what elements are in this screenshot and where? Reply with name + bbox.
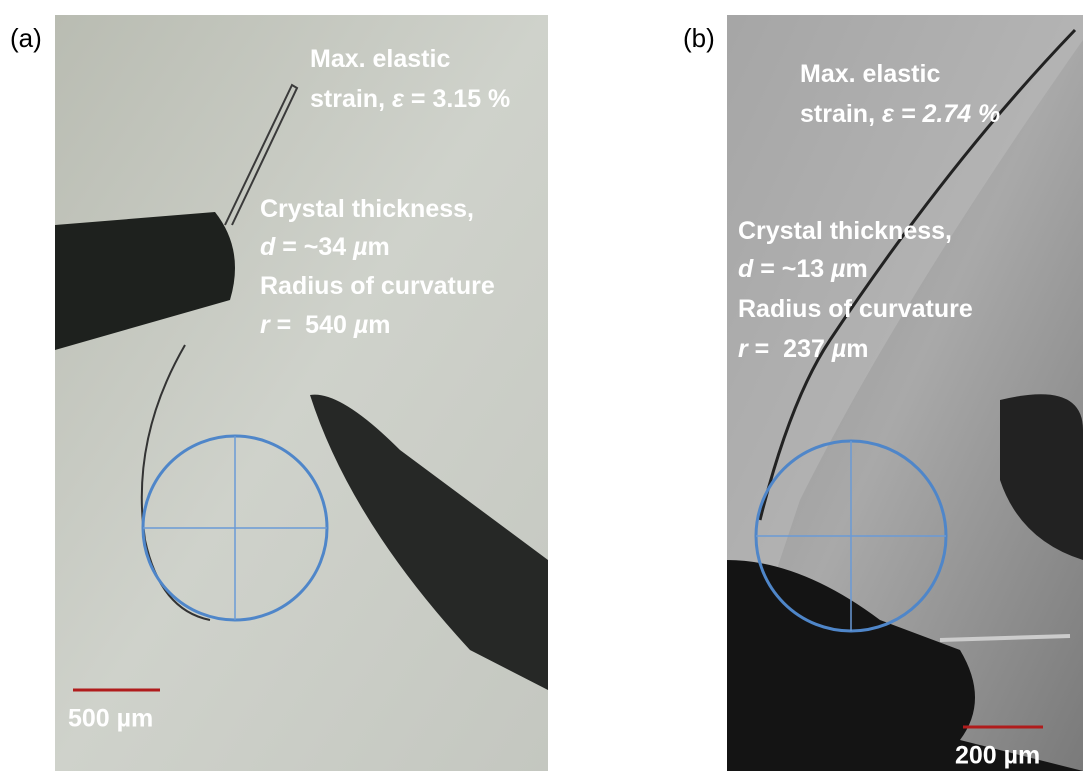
annotation-segment: m (368, 311, 390, 339)
annotation-segment: Crystal thickness, (738, 217, 952, 245)
annotation-segment: Max. elastic (310, 45, 450, 73)
annotation-segment: Radius of curvature (738, 295, 973, 323)
annotation-segment: strain, (310, 85, 392, 113)
annotation-segment: = ~13 (753, 255, 831, 283)
annotation-line: Crystal thickness, (260, 195, 474, 223)
annotation-segment: strain, (800, 100, 882, 128)
annotation-segment: = 540 (270, 311, 354, 339)
annotation-segment: m (846, 255, 868, 283)
annotation-segment: d (260, 233, 276, 261)
scale-bar-label: 500 µm (68, 705, 153, 733)
annotation-line: Radius of curvature (738, 295, 973, 323)
annotation-line: d = ~13 µm (738, 255, 868, 283)
annotation-segment: = 237 (748, 335, 832, 363)
annotation-line: Max. elastic (800, 60, 940, 88)
annotation-segment: µ (352, 233, 367, 261)
annotation-line: d = ~34 µm (260, 233, 390, 261)
annotation-segment: µ (353, 311, 368, 339)
annotation-line: Crystal thickness, (738, 217, 952, 245)
annotation-line: strain, ε = 2.74 % (800, 100, 1000, 128)
annotation-segment: Radius of curvature (260, 272, 495, 300)
annotation-line: Max. elastic (310, 45, 450, 73)
annotation-segment: µ (830, 255, 845, 283)
annotation-segment: = ~34 (275, 233, 353, 261)
annotation-line: strain, ε = 3.15 % (310, 85, 510, 113)
annotation-segment: µ (831, 335, 846, 363)
annotation-segment: Max. elastic (800, 60, 940, 88)
annotation-line: r = 237 µm (738, 335, 868, 363)
annotation-line: r = 540 µm (260, 311, 390, 339)
annotation-segment: = 2.74 % (894, 100, 1000, 128)
annotation-segment: Crystal thickness, (260, 195, 474, 223)
panel-label: (b) (683, 23, 715, 53)
scale-bar-label: 200 µm (955, 742, 1040, 770)
micrograph-a (55, 15, 548, 771)
micrograph-b (727, 15, 1083, 771)
figure: (a) Max. elastic strain, ε = 3.15 % Crystal… (0, 0, 1083, 771)
annotation-segment: d (738, 255, 754, 283)
annotation-segment: = 3.15 % (404, 85, 510, 113)
annotation-line: Radius of curvature (260, 272, 495, 300)
annotation-segment: m (846, 335, 868, 363)
panel-label: (a) (10, 23, 42, 53)
annotation-segment: m (368, 233, 390, 261)
